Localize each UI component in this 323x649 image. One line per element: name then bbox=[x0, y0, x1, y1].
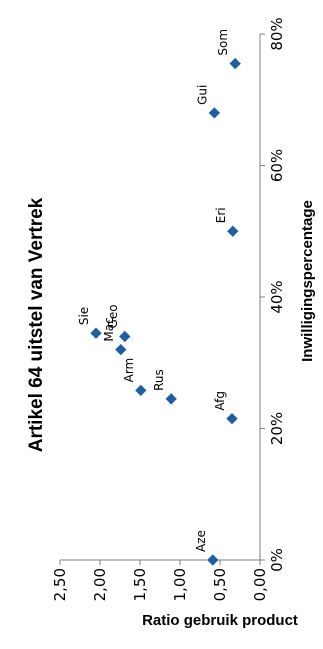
x-tick-label: 0% bbox=[268, 548, 286, 572]
y-tick-label: 0,00 bbox=[251, 568, 269, 601]
data-label-afg: Afg bbox=[213, 391, 227, 411]
data-point-mac bbox=[115, 343, 127, 356]
chart-title: Artikel 64 uitstel van Vertrek bbox=[26, 197, 47, 452]
x-axis-ticks: 0% 20% 40% 60% 80% bbox=[260, 17, 286, 572]
data-label-sie: Sie bbox=[77, 307, 91, 325]
x-tick-label: 80% bbox=[268, 17, 286, 50]
data-label-gui: Gui bbox=[195, 85, 209, 105]
x-tick-label: 60% bbox=[268, 149, 286, 182]
data-point-afg bbox=[226, 412, 238, 425]
data-point-rus bbox=[165, 393, 177, 405]
data-label-mac: Mac bbox=[102, 317, 116, 341]
data-point-sie bbox=[90, 327, 102, 339]
data-label-geo: Geo bbox=[106, 304, 120, 328]
data-label-arm: Arm bbox=[122, 358, 136, 383]
data-point-gui bbox=[208, 107, 221, 119]
data-label-eri: Eri bbox=[214, 207, 228, 223]
data-label-aze: Aze bbox=[194, 530, 208, 552]
data-point-aze bbox=[207, 554, 219, 566]
data-label-som: Som bbox=[216, 29, 230, 56]
y-tick-label: 0,50 bbox=[211, 568, 229, 601]
x-tick-label: 40% bbox=[268, 280, 286, 313]
data-point-arm bbox=[135, 384, 147, 397]
x-tick-label: 20% bbox=[268, 412, 286, 445]
y-tick-label: 1,50 bbox=[131, 568, 149, 601]
data-label-rus: Rus bbox=[152, 369, 166, 391]
data-point-geo bbox=[119, 330, 131, 343]
y-axis-ticks: 0,00 0,50 1,00 1,50 2,00 2,50 bbox=[51, 560, 269, 601]
data-point-som bbox=[229, 57, 241, 70]
y-tick-label: 1,00 bbox=[171, 568, 189, 601]
y-axis-title: Ratio gebruik product bbox=[142, 612, 298, 629]
y-tick-label: 2,00 bbox=[91, 568, 109, 601]
x-axis-title: Inwilligingspercentage bbox=[299, 200, 316, 362]
data-point-eri bbox=[227, 225, 239, 237]
y-tick-label: 2,50 bbox=[51, 568, 69, 601]
